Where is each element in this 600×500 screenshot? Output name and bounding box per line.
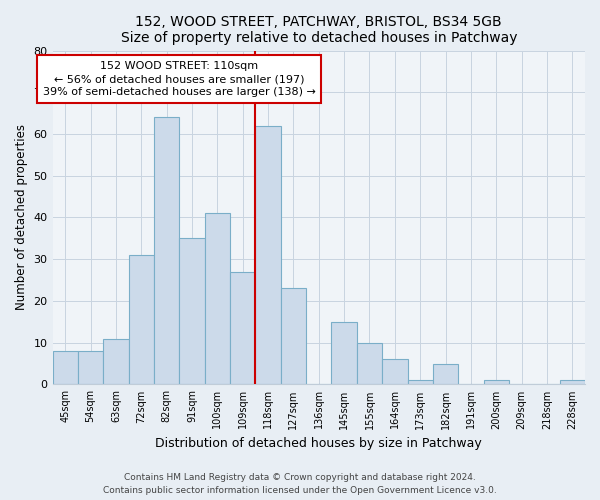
Bar bbox=[154, 118, 179, 384]
Title: 152, WOOD STREET, PATCHWAY, BRISTOL, BS34 5GB
Size of property relative to detac: 152, WOOD STREET, PATCHWAY, BRISTOL, BS3… bbox=[121, 15, 517, 45]
Bar bbox=[484, 380, 509, 384]
Bar bbox=[407, 380, 433, 384]
Bar bbox=[331, 322, 357, 384]
Bar bbox=[560, 380, 585, 384]
Bar bbox=[281, 288, 306, 384]
Bar bbox=[179, 238, 205, 384]
X-axis label: Distribution of detached houses by size in Patchway: Distribution of detached houses by size … bbox=[155, 437, 482, 450]
Bar bbox=[53, 351, 78, 384]
Bar bbox=[357, 342, 382, 384]
Bar bbox=[230, 272, 256, 384]
Bar bbox=[78, 351, 103, 384]
Bar bbox=[128, 255, 154, 384]
Y-axis label: Number of detached properties: Number of detached properties bbox=[15, 124, 28, 310]
Text: 152 WOOD STREET: 110sqm
← 56% of detached houses are smaller (197)
39% of semi-d: 152 WOOD STREET: 110sqm ← 56% of detache… bbox=[43, 61, 316, 98]
Bar bbox=[256, 126, 281, 384]
Bar bbox=[433, 364, 458, 384]
Bar bbox=[103, 338, 128, 384]
Bar bbox=[205, 214, 230, 384]
Bar bbox=[382, 360, 407, 384]
Text: Contains HM Land Registry data © Crown copyright and database right 2024.
Contai: Contains HM Land Registry data © Crown c… bbox=[103, 474, 497, 495]
